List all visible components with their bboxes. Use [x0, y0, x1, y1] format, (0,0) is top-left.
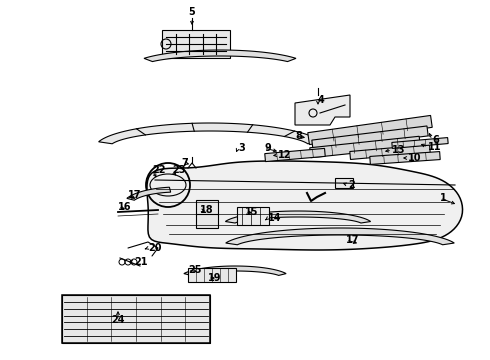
Bar	[335, 178, 353, 188]
Text: 15: 15	[245, 207, 259, 217]
Text: 18: 18	[200, 205, 214, 215]
Text: 24: 24	[111, 315, 125, 325]
Text: 1: 1	[440, 193, 447, 203]
Polygon shape	[226, 228, 454, 245]
Text: 6: 6	[432, 135, 439, 145]
Text: 12: 12	[278, 150, 292, 160]
Text: 10: 10	[408, 153, 421, 163]
Text: 11: 11	[428, 142, 441, 152]
Polygon shape	[350, 144, 430, 159]
Bar	[196, 200, 218, 228]
Polygon shape	[98, 123, 321, 144]
Text: 19: 19	[208, 273, 221, 283]
Polygon shape	[144, 50, 296, 62]
Polygon shape	[312, 126, 428, 150]
Text: 25: 25	[188, 265, 201, 275]
Text: 3: 3	[238, 143, 245, 153]
Polygon shape	[370, 152, 440, 165]
Bar	[237, 207, 269, 225]
Text: 5: 5	[189, 7, 196, 17]
Text: 21: 21	[134, 257, 147, 267]
Bar	[188, 268, 236, 282]
Polygon shape	[392, 138, 448, 148]
Polygon shape	[265, 148, 325, 162]
Polygon shape	[295, 95, 350, 125]
Text: 17: 17	[128, 190, 142, 200]
Text: 22: 22	[152, 165, 166, 175]
Polygon shape	[308, 116, 432, 145]
Bar	[62, 295, 210, 343]
Polygon shape	[127, 187, 171, 200]
Text: 8: 8	[295, 131, 302, 141]
Polygon shape	[147, 161, 463, 250]
Text: 4: 4	[318, 95, 325, 105]
Text: 16: 16	[118, 202, 131, 212]
Polygon shape	[162, 30, 230, 58]
Text: 13: 13	[392, 145, 406, 155]
Text: 17: 17	[346, 235, 360, 245]
Text: 20: 20	[148, 243, 162, 253]
Text: 2: 2	[348, 180, 355, 190]
Text: 23: 23	[172, 165, 186, 175]
Text: 14: 14	[268, 213, 281, 223]
Polygon shape	[310, 136, 420, 158]
Text: 9: 9	[264, 143, 271, 153]
Text: 7: 7	[182, 158, 188, 168]
Polygon shape	[184, 266, 286, 275]
Polygon shape	[62, 295, 210, 343]
Polygon shape	[225, 211, 370, 223]
